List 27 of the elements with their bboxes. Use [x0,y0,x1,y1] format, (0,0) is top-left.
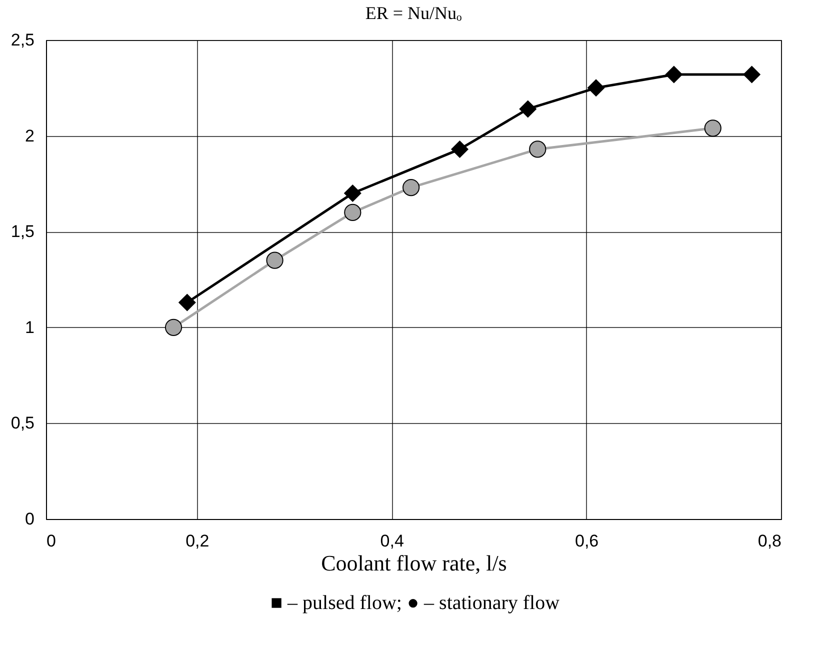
x-tick-label: 0,4 [380,532,404,550]
point [402,178,420,196]
point [266,252,284,269]
point [519,100,536,118]
x-tick-label: 0 [46,532,56,550]
point [344,184,362,202]
text: ■ – pulsed flow; ● – stationary flow [269,592,561,615]
point [344,204,362,221]
y-tick-label: 0,5 [10,414,34,433]
point [743,66,760,84]
x-tick-label: 0,6 [574,532,599,550]
x-axis-title: Coolant flow rate, l/s [321,550,507,576]
y-tick-label: 2,5 [10,30,34,50]
point [665,66,682,84]
y-tick-label: 1,5 [10,222,34,242]
y-tick-label: 2 [25,126,34,146]
point [178,294,196,312]
point [704,120,722,137]
point [587,79,605,96]
y-tick-label: 0 [25,510,34,528]
point [529,140,546,158]
y-tick-label: 1 [25,318,34,337]
point [451,140,468,158]
x-tick-label: 0,2 [186,532,210,550]
point [164,318,182,336]
x-tick-label: 0,8 [758,532,782,550]
chart-title: ER = Nu/Nuₒ [365,3,462,23]
